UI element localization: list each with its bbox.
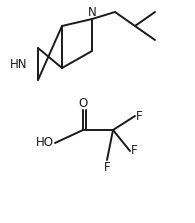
Text: F: F: [104, 161, 110, 174]
Text: F: F: [136, 109, 143, 122]
Text: F: F: [131, 145, 138, 157]
Text: HN: HN: [10, 58, 27, 70]
Text: HO: HO: [36, 136, 54, 149]
Text: N: N: [88, 6, 96, 19]
Text: O: O: [78, 97, 88, 110]
